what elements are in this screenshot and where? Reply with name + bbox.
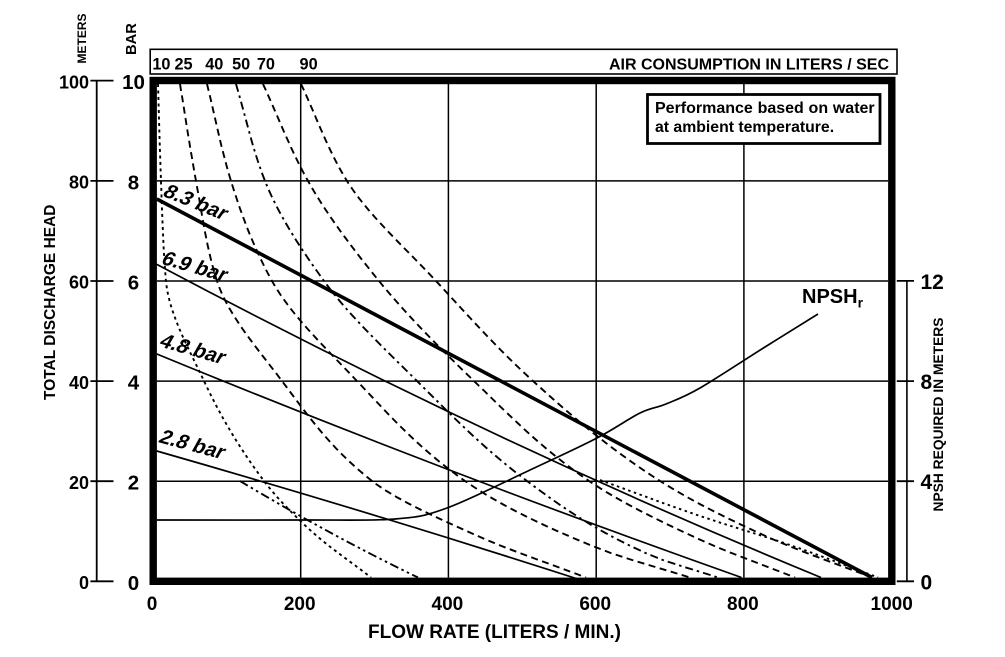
svg-text:40: 40 (69, 373, 89, 393)
svg-text:80: 80 (69, 173, 89, 193)
svg-text:200: 200 (284, 594, 316, 615)
svg-text:4: 4 (128, 372, 140, 395)
svg-text:100: 100 (59, 72, 89, 92)
svg-text:40: 40 (205, 55, 223, 73)
svg-text:50: 50 (232, 55, 250, 73)
svg-text:0: 0 (79, 573, 89, 593)
svg-text:at ambient temperature.: at ambient temperature. (655, 119, 834, 136)
svg-text:90: 90 (300, 55, 318, 73)
svg-text:NPSHr: NPSHr (802, 286, 864, 311)
svg-text:400: 400 (432, 594, 464, 615)
svg-text:NPSH REQUIRED IN METERS: NPSH REQUIRED IN METERS (931, 318, 946, 512)
svg-text:600: 600 (579, 594, 611, 615)
svg-text:BAR: BAR (124, 23, 140, 55)
svg-text:20: 20 (69, 473, 89, 493)
svg-text:Performance based on water: Performance based on water (655, 100, 875, 117)
svg-text:8: 8 (128, 171, 139, 194)
svg-text:4: 4 (921, 471, 933, 494)
svg-text:6: 6 (128, 272, 139, 295)
svg-text:0: 0 (128, 572, 139, 595)
svg-text:0: 0 (921, 571, 933, 594)
svg-text:0: 0 (147, 594, 158, 615)
svg-text:8: 8 (921, 371, 933, 394)
svg-text:12: 12 (921, 271, 944, 294)
svg-text:2: 2 (128, 472, 139, 495)
svg-text:4.8 bar: 4.8 bar (155, 330, 230, 368)
svg-text:1000: 1000 (871, 594, 913, 615)
svg-text:10: 10 (122, 71, 145, 94)
svg-text:FLOW RATE (LITERS / MIN.): FLOW RATE (LITERS / MIN.) (368, 622, 621, 643)
svg-text:10: 10 (152, 55, 170, 73)
svg-text:TOTAL DISCHARGE HEAD: TOTAL DISCHARGE HEAD (42, 205, 59, 400)
svg-text:70: 70 (257, 55, 275, 73)
svg-text:800: 800 (727, 594, 759, 615)
svg-text:25: 25 (174, 55, 192, 73)
svg-text:60: 60 (69, 273, 89, 293)
svg-text:AIR CONSUMPTION IN LITERS / SE: AIR CONSUMPTION IN LITERS / SEC (609, 57, 889, 74)
svg-text:METERS: METERS (75, 13, 89, 63)
svg-text:2.8 bar: 2.8 bar (155, 426, 230, 464)
